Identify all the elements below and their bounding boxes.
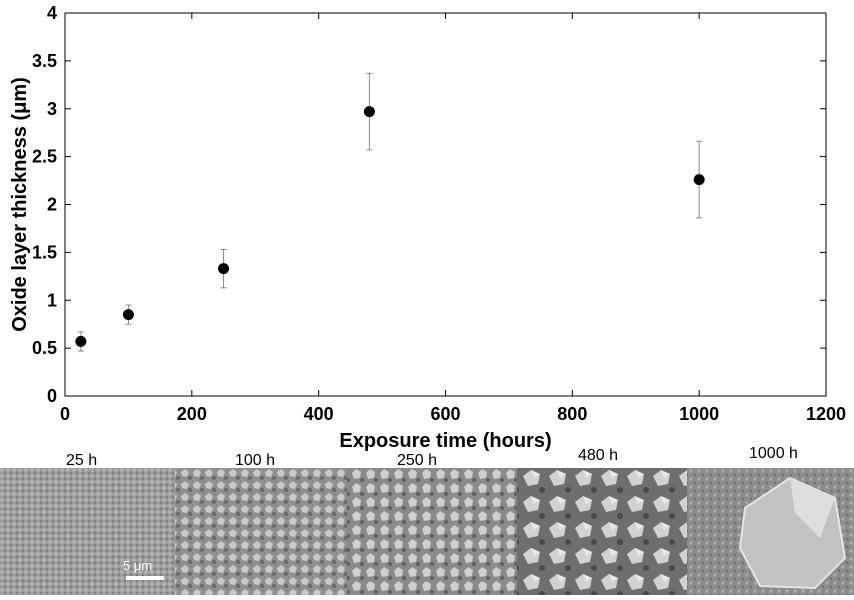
sem-panel-250h <box>347 468 517 595</box>
x-axis-label: Exposure time (hours) <box>339 430 551 452</box>
y-tick-label: 0.5 <box>32 338 57 358</box>
sem-label-25h: 25 h <box>66 452 98 469</box>
data-point <box>218 263 230 275</box>
y-tick-label: 0 <box>47 386 57 406</box>
y-tick-label: 2.5 <box>32 147 57 167</box>
x-tick-label: 400 <box>304 404 334 424</box>
data-point <box>693 174 705 186</box>
data-point <box>122 309 134 321</box>
sem-panel-25h <box>0 468 175 595</box>
y-tick-label: 4 <box>47 3 57 23</box>
x-tick-label: 600 <box>430 404 460 424</box>
sem-label-100h: 100 h <box>235 452 276 469</box>
oxide-thickness-chart: 0 200 400 600 800 1000 1200 0 0.5 1 1.5 2 2.5 3 3.5 4 Ex… <box>9 3 846 452</box>
sem-micrograph-strip <box>0 468 854 595</box>
sem-label-480h: 480 h <box>578 447 619 464</box>
large-crystal-facet <box>790 478 835 538</box>
x-tick-label: 200 <box>177 404 207 424</box>
y-axis-label: Oxide layer thickness (μm) <box>9 77 31 332</box>
y-tick-label: 3 <box>47 99 57 119</box>
data-point <box>363 106 375 118</box>
scale-bar <box>126 576 164 580</box>
scale-bar-label: 5 μm <box>123 558 153 573</box>
y-tick-label: 1 <box>47 290 57 310</box>
x-tick-label: 1000 <box>679 404 719 424</box>
x-tick-label: 0 <box>60 404 70 424</box>
x-tick-label: 1200 <box>806 404 846 424</box>
sem-micrographs <box>0 468 854 595</box>
data-point <box>75 335 87 347</box>
sem-label-1000h: 1000 h <box>749 445 798 462</box>
x-tick-label: 800 <box>557 404 587 424</box>
y-tick-label: 3.5 <box>32 51 57 71</box>
y-tick-label: 2 <box>47 195 57 215</box>
sem-panel-480h <box>517 468 687 595</box>
sem-label-250h: 250 h <box>397 452 438 469</box>
plot-frame <box>64 12 827 397</box>
y-tick-label: 1.5 <box>32 242 57 262</box>
sem-panel-100h <box>175 468 347 595</box>
